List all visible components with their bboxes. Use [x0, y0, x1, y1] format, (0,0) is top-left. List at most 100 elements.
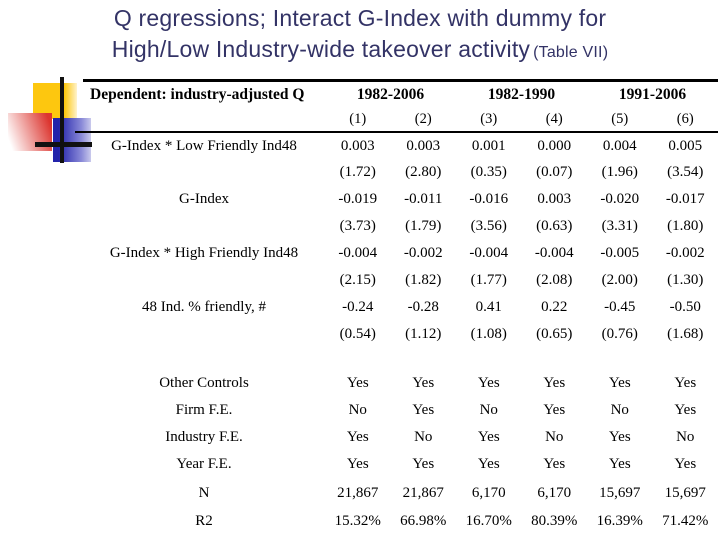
coefficient-value: -0.50 [669, 299, 701, 315]
slide-title: Q regressions; Interact G-Index with dum… [0, 3, 720, 68]
summary-value: Yes [477, 375, 500, 391]
summary-value: 15,697 [599, 484, 641, 501]
summary-row: R2 15.32% 66.98% 16.70% 80.39% 16.39% 71.42% [83, 508, 718, 535]
summary-value: Yes [412, 456, 435, 472]
summary-value: Yes [674, 402, 697, 418]
coefficient-value: 0.004 [602, 137, 637, 154]
regression-table-wrap: Dependent: industry-adjusted Q 1982-2006… [83, 79, 718, 535]
tstat-value: (3.56) [470, 218, 507, 234]
tstat-value: (2.00) [601, 272, 638, 288]
tstat-value: (2.15) [339, 272, 376, 288]
coefficient-value: -0.016 [469, 191, 509, 207]
column-number-4: (4) [521, 108, 587, 133]
summary-value: No [414, 429, 433, 445]
summary-value: Yes [477, 429, 500, 445]
coefficient-value: -0.005 [600, 245, 640, 261]
tstat-value: (1.82) [405, 272, 442, 288]
summary-value: Yes [412, 402, 435, 418]
section-spacer [83, 348, 718, 370]
coefficient-value: 0.003 [406, 137, 441, 154]
tstat-value: (2.80) [405, 164, 442, 180]
column-number-3: (3) [456, 108, 522, 133]
coefficient-value: 0.001 [471, 137, 506, 154]
tstat-value: (0.76) [601, 326, 638, 342]
summary-value: 6,170 [471, 484, 506, 501]
summary-value: Yes [674, 456, 697, 472]
coefficient-value: -0.004 [534, 245, 574, 261]
tstat-value: (3.73) [339, 218, 376, 234]
summary-value: Yes [346, 375, 369, 391]
summary-value: 15,697 [664, 484, 706, 501]
variable-label: G-Index [179, 191, 229, 207]
coefficient-value: -0.004 [338, 245, 378, 261]
summary-value: No [479, 402, 498, 418]
summary-value: No [676, 429, 695, 445]
tstat-value: (0.54) [339, 326, 376, 342]
tstat-value: (1.12) [405, 326, 442, 342]
regression-table: Dependent: industry-adjusted Q 1982-2006… [83, 79, 718, 535]
summary-label: Firm F.E. [175, 402, 233, 418]
summary-value: No [610, 402, 629, 418]
tstat-value: (0.35) [470, 164, 507, 180]
tstat-value: (1.96) [601, 164, 638, 180]
tstat-value: (0.65) [536, 326, 573, 342]
summary-value: Yes [412, 375, 435, 391]
summary-row: Year F.E. Yes Yes Yes Yes Yes Yes [83, 451, 718, 478]
coefficient-value: -0.017 [665, 191, 705, 207]
coefficient-row: 48 Ind. % friendly, # -0.24 -0.28 0.41 0.22 -… [83, 294, 718, 321]
coefficient-value: -0.002 [665, 245, 705, 261]
column-number-2: (2) [390, 108, 456, 133]
empty-cell [83, 267, 325, 294]
summary-value: Yes [608, 456, 631, 472]
summary-label: Year F.E. [176, 456, 232, 472]
summary-value: 80.39% [531, 513, 578, 529]
coefficient-value: -0.011 [404, 191, 443, 207]
coefficient-value: -0.019 [338, 191, 378, 207]
coefficient-value: 0.003 [537, 191, 572, 207]
summary-value: No [348, 402, 367, 418]
coefficient-value: -0.45 [604, 299, 636, 315]
table-header-row: Dependent: industry-adjusted Q 1982-2006… [83, 81, 718, 109]
empty-cell [83, 321, 325, 348]
title-table-reference: (Table VII) [533, 44, 609, 61]
variable-label: G-Index * High Friendly Ind48 [109, 245, 299, 261]
tstat-row: (3.73) (1.79) (3.56) (0.63) (3.31) (1.80) [83, 213, 718, 240]
summary-value: Yes [608, 429, 631, 445]
tstat-row: (0.54) (1.12) (1.08) (0.65) (0.76) (1.68) [83, 321, 718, 348]
summary-value: No [545, 429, 564, 445]
title-line-2-text: High/Low Industry-wide takeover activity [111, 36, 531, 62]
tstat-value: (3.31) [601, 218, 638, 234]
period-header-1991-2006: 1991-2006 [618, 86, 687, 103]
summary-value: Yes [346, 429, 369, 445]
summary-row: Industry F.E. Yes No Yes No Yes No [83, 424, 718, 451]
coefficient-value: -0.004 [469, 245, 509, 261]
summary-value: 16.70% [465, 513, 512, 529]
title-line-2: High/Low Industry-wide takeover activity… [0, 34, 720, 68]
column-number-5: (5) [587, 108, 653, 133]
summary-value: 66.98% [400, 513, 447, 529]
coefficient-row: G-Index -0.019 -0.011 -0.016 0.003 -0.020 -0.0… [83, 186, 718, 213]
summary-value: 71.42% [662, 513, 709, 529]
summary-label: N [198, 484, 210, 501]
summary-label: R2 [195, 513, 213, 529]
column-number-1: (1) [325, 108, 391, 133]
tstat-value: (1.30) [667, 272, 704, 288]
summary-value: 16.39% [596, 513, 643, 529]
header-separator-stub [75, 131, 85, 133]
summary-value: 21,867 [402, 484, 444, 501]
coefficient-value: 0.22 [541, 299, 568, 315]
summary-value: Yes [477, 456, 500, 472]
summary-row: Other Controls Yes Yes Yes Yes Yes Yes [83, 370, 718, 397]
coefficient-row: G-Index * High Friendly Ind48 -0.004 -0.00… [83, 240, 718, 267]
period-header-1982-1990: 1982-1990 [487, 86, 556, 103]
summary-label: Other Controls [159, 375, 249, 391]
summary-value: 15.32% [334, 513, 381, 529]
coefficient-value: -0.002 [403, 245, 443, 261]
summary-value: Yes [543, 375, 566, 391]
coefficient-value: 0.003 [340, 137, 375, 154]
coefficient-value: -0.020 [600, 191, 640, 207]
tstat-value: (1.79) [405, 218, 442, 234]
variable-label: G-Index * Low Friendly Ind48 [111, 137, 297, 154]
decoration-vertical-line [60, 77, 64, 163]
